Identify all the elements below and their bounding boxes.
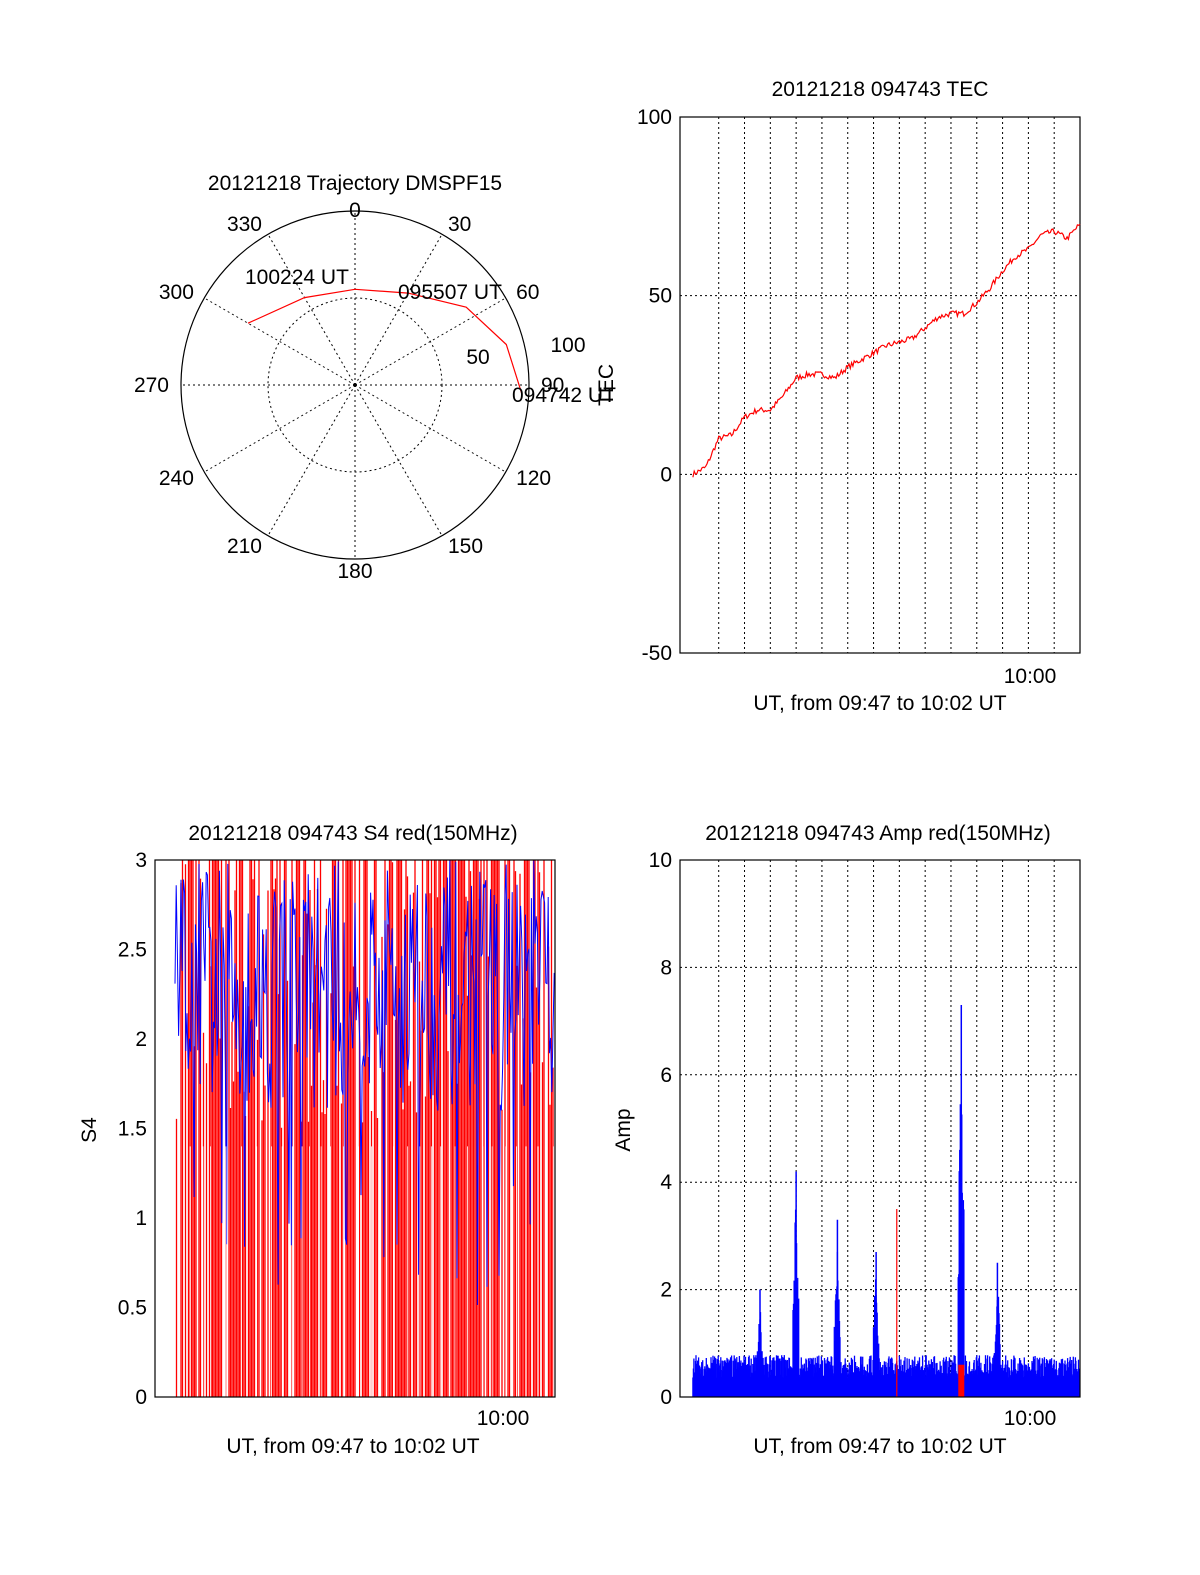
amp-series-bars [692, 1004, 1081, 1397]
amp-y-tick-4: 4 [660, 1171, 672, 1194]
tec-y-axis-label: TEC [595, 364, 618, 406]
tec-y-tick-100: 100 [637, 106, 672, 129]
polar-title: 20121218 Trajectory DMSPF15 [208, 172, 502, 195]
polar-grid [181, 211, 529, 559]
s4-y-tick-1.5: 1.5 [118, 1118, 147, 1141]
s4-y-tick-2.5: 2.5 [118, 939, 147, 962]
s4-y-tick-1: 1 [135, 1207, 147, 1230]
polar-spoke-120 [354, 384, 506, 473]
amp-y-tick-8: 8 [660, 956, 672, 979]
s4-plot-frame [154, 859, 556, 1398]
polar-spoke-300 [204, 297, 356, 386]
s4-y-tick-labels: 3 2.5 2 1.5 1 0.5 0 [118, 849, 147, 1409]
tec-chart: 20121218 094743 TEC 100 50 0 -50 10:00 UT, … [595, 78, 1081, 715]
tec-x-tick-label: 10:00 [1004, 665, 1057, 688]
polar-outer-ring [180, 210, 530, 560]
s4-series-bars [174, 860, 555, 1397]
polar-angle-label-330: 330 [227, 213, 262, 236]
s4-x-axis-label: UT, from 09:47 to 10:02 UT [226, 1435, 479, 1458]
trajectory-annotation-end: 100224 UT [245, 266, 349, 289]
tec-y-tick-50: 50 [649, 285, 672, 308]
polar-angle-label-120: 120 [516, 467, 551, 490]
tec-y-tick-labels: 100 50 0 -50 [637, 106, 672, 665]
amp-y-tick-10: 10 [649, 849, 672, 872]
s4-y-tick-2: 2 [135, 1028, 147, 1051]
tec-series-line [692, 223, 1081, 478]
s4-title: 20121218 094743 S4 red(150MHz) [188, 822, 517, 845]
polar-angle-label-60: 60 [516, 281, 539, 304]
trajectory-polar-chart: 20121218 Trajectory DMSPF15 0 30 60 90 120 15… [134, 172, 616, 583]
polar-angle-labels: 0 30 60 90 120 150 180 210 240 270 300 330 [134, 199, 564, 583]
polar-spoke-30 [354, 234, 443, 386]
amp-y-tick-0: 0 [660, 1386, 672, 1409]
amp-title: 20121218 094743 Amp red(150MHz) [705, 822, 1051, 845]
polar-angle-label-300: 300 [159, 281, 194, 304]
s4-chart: 20121218 094743 S4 red(150MHz) 3 2.5 2 1.5 1… [78, 822, 556, 1458]
tec-y-tick-0: 0 [660, 463, 672, 486]
polar-angle-label-90: 90 [541, 374, 564, 397]
s4-y-axis-label: S4 [78, 1117, 101, 1143]
s4-x-tick-label: 10:00 [477, 1407, 530, 1430]
polar-spoke-60 [354, 297, 506, 386]
trajectory-annotation-start: 094742 UT [512, 384, 616, 407]
polar-radius-label-50: 50 [466, 346, 489, 369]
polar-angle-label-270: 270 [134, 374, 169, 397]
tec-plot-frame [679, 116, 1081, 654]
amp-chart: 20121218 094743 Amp red(150MHz) 1086420 … [612, 822, 1081, 1458]
s4-blue-line [174, 860, 555, 1306]
polar-angle-label-210: 210 [227, 535, 262, 558]
s4-y-tick-0: 0 [135, 1386, 147, 1409]
polar-angle-label-180: 180 [337, 560, 372, 583]
amp-y-axis-label: Amp [612, 1108, 635, 1151]
trajectory-track-line [247, 288, 523, 394]
tec-title: 20121218 094743 TEC [772, 78, 989, 101]
amp-plot-frame [679, 859, 1081, 1398]
polar-angle-label-150: 150 [448, 535, 483, 558]
trajectory-annotation-mid: 095507 UT [398, 281, 502, 304]
s4-y-tick-0.5: 0.5 [118, 1297, 147, 1320]
amp-y-tick-2: 2 [660, 1279, 672, 1302]
polar-spoke-330 [267, 234, 356, 386]
polar-radius-label-100: 100 [550, 334, 585, 357]
polar-angle-label-0: 0 [349, 199, 361, 222]
tec-x-axis-label: UT, from 09:47 to 10:02 UT [753, 692, 1006, 715]
polar-spoke-150 [354, 384, 443, 536]
polar-spoke-210 [267, 384, 356, 536]
amp-x-tick-label: 10:00 [1004, 1407, 1057, 1430]
polar-angle-label-240: 240 [159, 467, 194, 490]
amp-y-tick-6: 6 [660, 1064, 672, 1087]
polar-angle-label-30: 30 [448, 213, 471, 236]
s4-y-tick-3: 3 [135, 849, 147, 872]
amp-x-axis-label: UT, from 09:47 to 10:02 UT [753, 1435, 1006, 1458]
amp-y-tick-labels: 10 8 6 4 2 0 [649, 849, 673, 1409]
polar-spoke-240 [204, 384, 356, 473]
tec-y-tick--50: -50 [642, 642, 672, 665]
tec-grid [680, 117, 1080, 653]
amp-grid [680, 860, 1080, 1397]
